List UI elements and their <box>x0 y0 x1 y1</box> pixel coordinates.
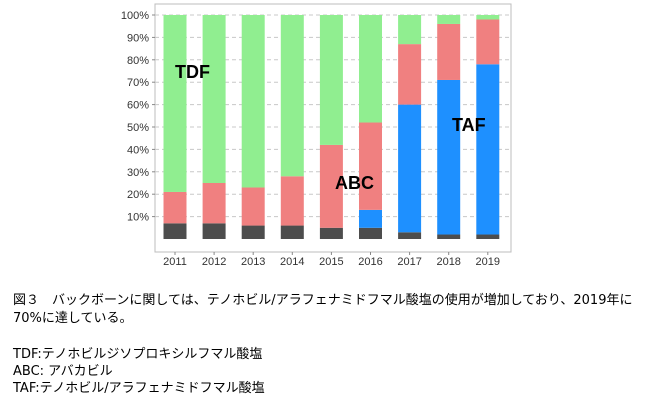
note-abc: ABC: アバカビル <box>13 364 113 379</box>
annotation-tdf: TDF <box>175 62 210 82</box>
y-tick-label: 100% <box>121 10 149 22</box>
bar-segment-taf-2018 <box>437 79 461 235</box>
y-tick-label: 80% <box>127 55 149 67</box>
bar-segment-tdf-2017 <box>398 15 422 45</box>
note-taf: TAF:テノホビル/アラフェナミドフマル酸塩 <box>13 381 265 396</box>
bar-segment-tdf-2019 <box>476 15 500 20</box>
bar-segment-other_dark-2018 <box>437 234 461 239</box>
y-tick-label: 10% <box>127 212 149 224</box>
y-tick-label: 60% <box>127 100 149 112</box>
x-tick-label: 2016 <box>358 256 382 268</box>
annotation-abc: ABC <box>335 173 374 193</box>
bar-segment-tdf-2011 <box>163 15 187 192</box>
bar-segment-taf-2019 <box>476 64 500 235</box>
bar-segment-other_dark-2012 <box>202 223 226 239</box>
bar-segment-other_dark-2011 <box>163 223 187 239</box>
bar-segment-tdf-2016 <box>359 15 382 123</box>
bar-segment-tdf-2014 <box>280 15 304 177</box>
bar-segment-other_dark-2013 <box>241 225 265 239</box>
x-tick-label: 2015 <box>319 256 343 268</box>
y-tick-label: 50% <box>127 122 149 134</box>
bar-segment-abc-2015 <box>319 144 343 228</box>
bar-segment-abc-2013 <box>241 187 265 226</box>
bar-segment-other_dark-2019 <box>476 234 500 239</box>
bar-segment-abc-2017 <box>398 44 422 105</box>
bar-segment-abc-2019 <box>476 19 500 65</box>
y-tick-label: 40% <box>127 144 149 156</box>
bar-segment-abc-2012 <box>202 183 226 224</box>
x-tick-label: 2019 <box>476 256 500 268</box>
stacked-bar-chart: 10% 20% 30% 40% 50% 60% 70% 80% 90% 100% 2011 2012… <box>121 3 512 268</box>
bar-segment-tdf-2018 <box>437 15 461 24</box>
y-tick-label: 20% <box>127 189 149 201</box>
bar-segment-taf-2016 <box>359 209 382 228</box>
bar-segment-tdf-2015 <box>319 15 343 145</box>
bar-segment-other_dark-2016 <box>359 227 382 239</box>
y-tick-label: 30% <box>127 167 149 179</box>
x-tick-label: 2018 <box>436 256 460 268</box>
bar-segment-other_dark-2017 <box>398 232 422 239</box>
bar-segment-abc-2016 <box>359 122 382 210</box>
bar-segment-tdf-2012 <box>202 15 226 183</box>
y-tick-label: 90% <box>127 32 149 44</box>
x-tick-label: 2017 <box>397 256 421 268</box>
note-tdf: TDF:テノホビルジソプロキシルフマル酸塩 <box>13 347 263 362</box>
x-tick-label: 2012 <box>202 256 226 268</box>
bar-segment-other_dark-2015 <box>319 227 343 239</box>
abbreviation-notes: TDF:テノホビルジソプロキシルフマル酸塩 ABC: アバカビル TAF:テノホ… <box>13 346 265 397</box>
y-tick-label: 70% <box>127 77 149 89</box>
bar-segment-abc-2018 <box>437 23 461 80</box>
bar-segment-other_dark-2014 <box>280 225 304 239</box>
bar-segment-abc-2011 <box>163 191 187 224</box>
bar-segment-abc-2014 <box>280 176 304 226</box>
x-tick-label: 2014 <box>280 256 304 268</box>
bar-segment-tdf-2013 <box>241 15 265 188</box>
x-tick-label: 2013 <box>241 256 265 268</box>
annotation-taf: TAF <box>452 115 486 135</box>
bar-segment-taf-2017 <box>398 104 422 233</box>
x-tick-label: 2011 <box>163 256 187 268</box>
figure-caption: 図３ バックボーンに関しては、テノホビル/アラフェナミドフマル酸塩の使用が増加し… <box>13 293 633 326</box>
